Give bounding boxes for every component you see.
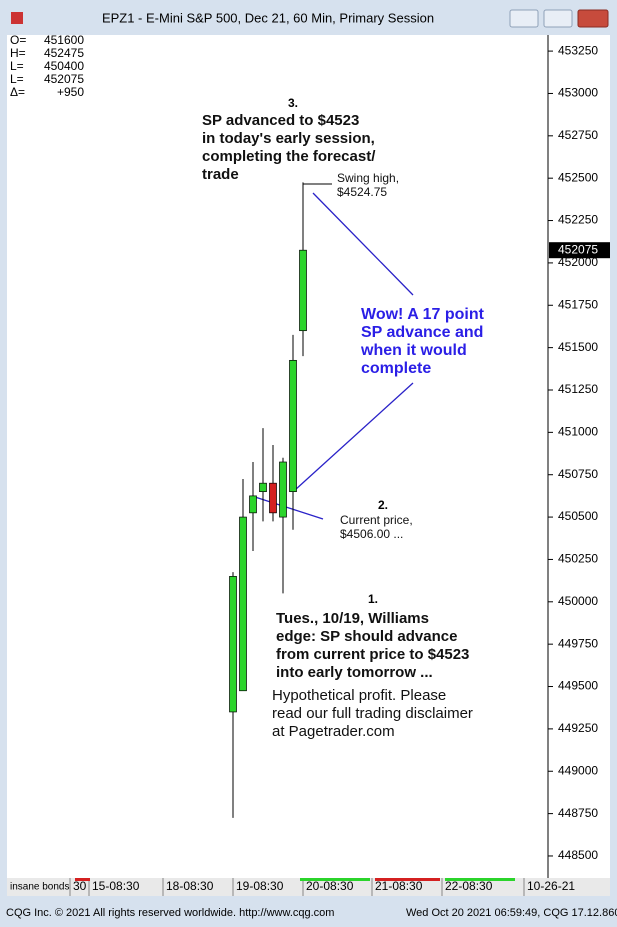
x-tick-label: 10-26-21 (527, 879, 575, 893)
ohlc-label: O= (10, 33, 26, 47)
window-title: EPZ1 - E-Mini S&P 500, Dec 21, 60 Min, P… (102, 10, 434, 25)
ohlc-value: 452075 (44, 72, 84, 86)
x-tick-label: 18-08:30 (166, 879, 214, 893)
ohlc-value: 452475 (44, 46, 84, 60)
y-tick-label: 451500 (558, 340, 598, 354)
last-price-box (549, 242, 610, 259)
candle-body (239, 516, 247, 692)
candle-body (259, 482, 267, 493)
y-tick-label: 453000 (558, 86, 598, 100)
y-tick-label: 452000 (558, 255, 598, 269)
y-tick-label: 450000 (558, 594, 598, 608)
arrow (312, 192, 414, 296)
annotation-number: 1. (368, 592, 378, 606)
y-tick-label: 450500 (558, 509, 598, 523)
plot-area (7, 35, 548, 878)
annotation-line: complete (361, 360, 431, 377)
annotation-line: Hypothetical profit. Please (272, 687, 446, 704)
annotation-line: Swing high, (337, 171, 399, 185)
annotation-line: from current price to $4523 (276, 646, 469, 663)
candle-body (249, 495, 257, 514)
annotation-line: SP advanced to $4523 (202, 112, 359, 129)
y-tick-label: 449750 (558, 636, 598, 650)
y-tick-label: 448750 (558, 806, 598, 820)
arrow (294, 382, 414, 491)
x-tick-label: 19-08:30 (236, 879, 284, 893)
candle-body (279, 461, 287, 518)
candle-body (299, 249, 307, 332)
footer-right: Wed Oct 20 2021 06:59:49, CQG 17.12.860 (406, 907, 617, 919)
footer-left: CQG Inc. © 2021 All rights reserved worl… (6, 907, 334, 919)
candle-body (289, 359, 297, 493)
y-tick-label: 451750 (558, 297, 598, 311)
y-tick-label: 448500 (558, 848, 598, 862)
ohlc-value: 451600 (44, 33, 84, 47)
ohlc-value: 450400 (44, 59, 84, 73)
minimize-button[interactable] (509, 9, 539, 28)
app-icon (11, 12, 23, 24)
y-tick-label: 452750 (558, 128, 598, 142)
y-tick-label: 450750 (558, 467, 598, 481)
y-tick-label: 449250 (558, 721, 598, 735)
maximize-button[interactable] (543, 9, 573, 28)
annotation-line: edge: SP should advance (276, 628, 457, 645)
session-bar (300, 878, 370, 881)
x-axis-area (7, 878, 610, 896)
session-bar (375, 878, 440, 881)
y-tick-label: 449000 (558, 763, 598, 777)
y-tick-label: 452500 (558, 170, 598, 184)
candle-body (229, 576, 237, 713)
y-tick-label: 449500 (558, 679, 598, 693)
ohlc-value: +950 (57, 85, 84, 99)
footer (0, 904, 617, 922)
ohlc-label: L= (10, 72, 24, 86)
annotation-line: read our full trading disclaimer (272, 705, 473, 722)
annotation-line: trade (202, 166, 239, 183)
y-tick-label: 453250 (558, 43, 598, 57)
annotation-line: SP advance and (361, 324, 483, 341)
annotation-line: Tues., 10/19, Williams (276, 610, 429, 627)
y-tick-label: 452250 (558, 213, 598, 227)
ohlc-label: H= (10, 46, 26, 60)
arrow (254, 496, 324, 520)
candles (229, 182, 307, 818)
candle-body (269, 482, 277, 514)
annotation-line: in today's early session, (202, 130, 375, 147)
ohlc-label: L= (10, 59, 24, 73)
ohlc-label: Δ= (10, 85, 25, 99)
y-tick-label: 451250 (558, 382, 598, 396)
annotation-line: at Pagetrader.com (272, 723, 395, 740)
y-tick-label: 450250 (558, 552, 598, 566)
annotation-line: Wow! A 17 point (361, 306, 485, 323)
x-tick-label: 30 (73, 879, 87, 893)
annotation-number: 2. (378, 498, 388, 512)
annotation-line: into early tomorrow ... (276, 664, 433, 681)
ohlc-box: O= 451600 H= 452475 L= 450400 L= 452075 Δ= +950 (10, 33, 84, 99)
session-bar (75, 878, 90, 881)
session-bar (445, 878, 515, 881)
annotation-line: completing the forecast/ (202, 148, 376, 165)
x-tick-label: 21-08:30 (375, 879, 423, 893)
annotation-line: Current price, (340, 513, 413, 527)
annotation-line: when it would (360, 342, 467, 359)
annotation-line: $4506.00 ... (340, 527, 403, 541)
y-axis-area (548, 35, 610, 878)
annotation-line: $4524.75 (337, 185, 387, 199)
x-tick-label: 20-08:30 (306, 879, 354, 893)
x-tick-label: 15-08:30 (92, 879, 140, 893)
x-tick-label: insane bonds (10, 882, 70, 893)
x-tick-label: 22-08:30 (445, 879, 493, 893)
last-price-label: 452075 (558, 242, 598, 256)
close-button[interactable] (577, 9, 609, 28)
annotation-number: 3. (288, 96, 298, 110)
y-tick-label: 451000 (558, 425, 598, 439)
annotation-arrows (254, 183, 414, 520)
